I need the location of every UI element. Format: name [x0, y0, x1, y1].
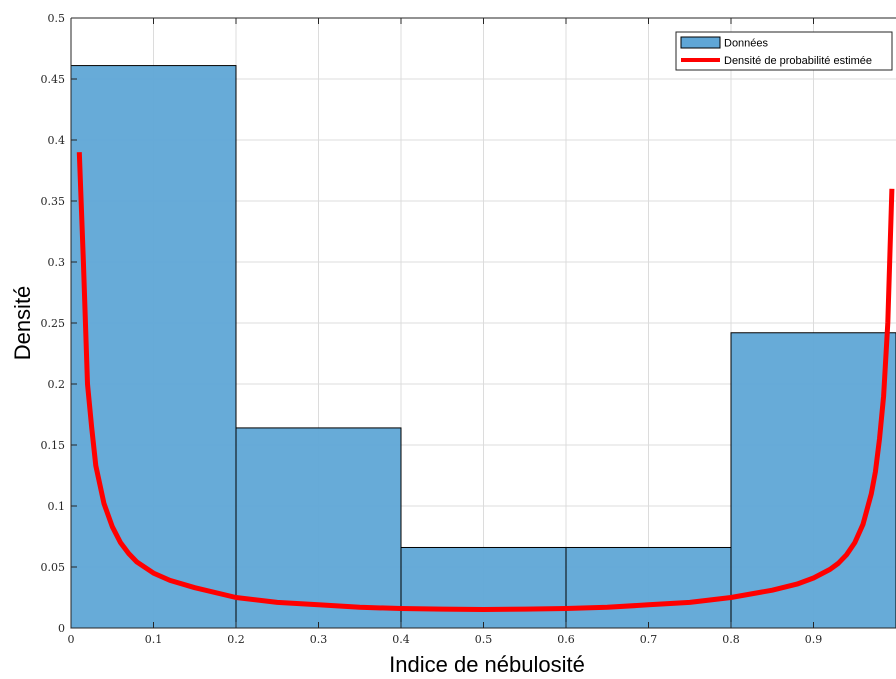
- legend-swatch-data: [680, 36, 721, 49]
- legend: Données Densité de probabilité estimée: [675, 31, 893, 71]
- y-tick-label: 0.2: [48, 378, 66, 391]
- x-tick-label: 0.6: [557, 633, 575, 646]
- y-tick-label: 0.25: [41, 317, 66, 330]
- histogram-bar: [70, 65, 237, 629]
- y-tick-label: 0.05: [41, 561, 66, 574]
- x-tick-label: 0.4: [392, 633, 410, 646]
- x-tick-labels: 0 0.1 0.2 0.3 0.4 0.5 0.6 0.7 0.8 0.9: [68, 633, 823, 646]
- axes-frame: [70, 17, 896, 629]
- x-tick-label: 0: [68, 633, 75, 646]
- histogram-bar: [730, 332, 896, 629]
- histogram-bar: [400, 546, 567, 629]
- x-tick-label: 0.2: [227, 633, 245, 646]
- histogram-bar: [235, 427, 402, 629]
- x-axis-label: Indice de nébulosité: [389, 652, 585, 677]
- y-tick-label: 0.1: [48, 500, 66, 513]
- x-tick-label: 0.5: [475, 633, 493, 646]
- histogram-bars: [70, 65, 896, 629]
- y-tick-label: 0.45: [41, 73, 66, 86]
- legend-label-data: Données: [724, 38, 769, 50]
- x-tick-label: 0.8: [722, 633, 740, 646]
- density-curve-layer: [76, 152, 895, 612]
- y-tick-label: 0.35: [41, 195, 66, 208]
- density-curve: [76, 152, 895, 612]
- histogram-bar: [565, 546, 732, 629]
- y-tick-label: 0.15: [41, 439, 66, 452]
- y-axis-label: Densité: [10, 286, 35, 361]
- x-tick-label: 0.3: [310, 633, 328, 646]
- x-tick-label: 0.1: [145, 633, 163, 646]
- y-tick-label: 0: [58, 622, 65, 635]
- y-tick-label: 0.5: [48, 12, 66, 25]
- y-tick-labels: 0 0.05 0.1 0.15 0.2 0.25 0.3 0.35 0.4 0.45 0.5: [41, 12, 66, 635]
- x-tick-label: 0.7: [640, 633, 658, 646]
- y-tick-label: 0.4: [48, 134, 66, 147]
- x-tick-label: 0.9: [805, 633, 823, 646]
- legend-label-curve: Densité de probabilité estimée: [724, 55, 872, 67]
- y-tick-label: 0.3: [48, 256, 66, 269]
